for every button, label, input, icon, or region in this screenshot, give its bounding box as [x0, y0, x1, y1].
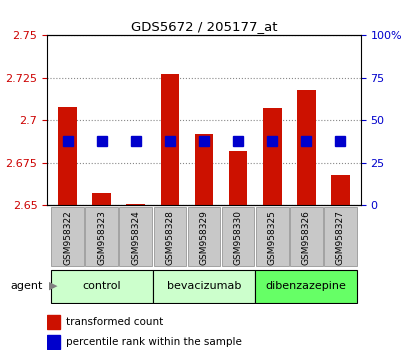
Text: GSM958330: GSM958330 — [233, 210, 242, 265]
Text: dibenzazepine: dibenzazepine — [265, 281, 346, 291]
FancyBboxPatch shape — [289, 207, 322, 266]
FancyBboxPatch shape — [187, 207, 220, 266]
FancyBboxPatch shape — [323, 207, 356, 266]
Bar — [296, 90, 315, 205]
Text: bevacizumab: bevacizumab — [166, 281, 240, 291]
Text: percentile rank within the sample: percentile rank within the sample — [66, 337, 241, 347]
Text: GSM958322: GSM958322 — [63, 210, 72, 265]
Bar — [92, 193, 111, 205]
Bar — [126, 204, 145, 205]
FancyBboxPatch shape — [254, 270, 357, 303]
Bar — [160, 74, 179, 205]
Bar — [47, 335, 60, 348]
Text: GSM958325: GSM958325 — [267, 210, 276, 265]
Text: GSM958326: GSM958326 — [301, 210, 310, 265]
Bar — [262, 108, 281, 205]
Text: transformed count: transformed count — [66, 318, 163, 327]
Bar — [194, 134, 213, 205]
Bar — [58, 107, 77, 205]
Title: GDS5672 / 205177_at: GDS5672 / 205177_at — [130, 20, 276, 33]
FancyBboxPatch shape — [51, 207, 84, 266]
FancyBboxPatch shape — [153, 270, 254, 303]
Bar — [47, 315, 60, 329]
FancyBboxPatch shape — [50, 270, 153, 303]
FancyBboxPatch shape — [119, 207, 152, 266]
FancyBboxPatch shape — [85, 207, 118, 266]
Text: ▶: ▶ — [49, 281, 58, 291]
Text: GSM958328: GSM958328 — [165, 210, 174, 265]
Bar — [330, 175, 349, 205]
FancyBboxPatch shape — [153, 207, 186, 266]
FancyBboxPatch shape — [255, 207, 288, 266]
Text: GSM958323: GSM958323 — [97, 210, 106, 265]
Text: control: control — [82, 281, 121, 291]
Bar — [228, 151, 247, 205]
Text: GSM958329: GSM958329 — [199, 210, 208, 265]
Text: agent: agent — [11, 281, 43, 291]
Text: GSM958324: GSM958324 — [131, 210, 140, 265]
FancyBboxPatch shape — [221, 207, 254, 266]
Text: GSM958327: GSM958327 — [335, 210, 344, 265]
